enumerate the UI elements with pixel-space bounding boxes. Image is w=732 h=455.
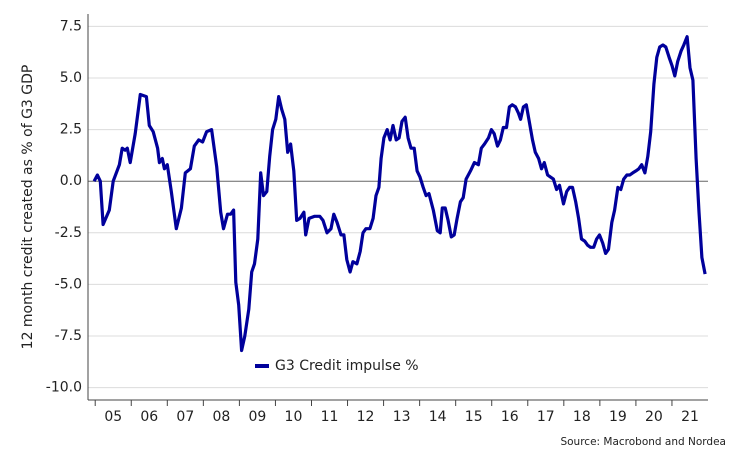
y-tick-label: -2.5 bbox=[55, 225, 82, 241]
x-tick-label: 17 bbox=[537, 409, 555, 425]
y-tick-label: 0.0 bbox=[60, 173, 82, 189]
x-tick-label: 21 bbox=[681, 409, 699, 425]
legend-label: G3 Credit impulse % bbox=[275, 358, 419, 374]
x-tick-label: 12 bbox=[357, 409, 375, 425]
x-tick-label: 15 bbox=[465, 409, 483, 425]
x-tick-label: 10 bbox=[285, 409, 303, 425]
x-tick-label: 11 bbox=[321, 409, 339, 425]
x-tick-label: 19 bbox=[609, 409, 627, 425]
x-tick-label: 14 bbox=[429, 409, 447, 425]
x-tick-label: 08 bbox=[212, 409, 230, 425]
x-tick-label: 18 bbox=[573, 409, 591, 425]
x-tick-label: 09 bbox=[249, 409, 267, 425]
y-tick-label: -10.0 bbox=[46, 380, 82, 396]
y-tick-label: -7.5 bbox=[55, 328, 82, 344]
x-tick-label: 05 bbox=[104, 409, 122, 425]
x-tick-label: 07 bbox=[176, 409, 194, 425]
line bbox=[92, 35, 707, 353]
x-tick-label: 06 bbox=[140, 409, 158, 425]
source: Source: Macrobond and Nordea bbox=[560, 436, 726, 448]
y-axis-label: 12 month credit created as % of G3 GDP bbox=[20, 65, 36, 350]
y-tick-label: 7.5 bbox=[60, 18, 82, 34]
y-tick-label: 2.5 bbox=[60, 122, 82, 138]
x-tick-label: 20 bbox=[645, 409, 663, 425]
x-tick-label: 16 bbox=[501, 409, 519, 425]
y-tick-label: 5.0 bbox=[60, 70, 82, 86]
x-tick-label: 13 bbox=[393, 409, 411, 425]
y-tick-label: -5.0 bbox=[55, 276, 82, 292]
